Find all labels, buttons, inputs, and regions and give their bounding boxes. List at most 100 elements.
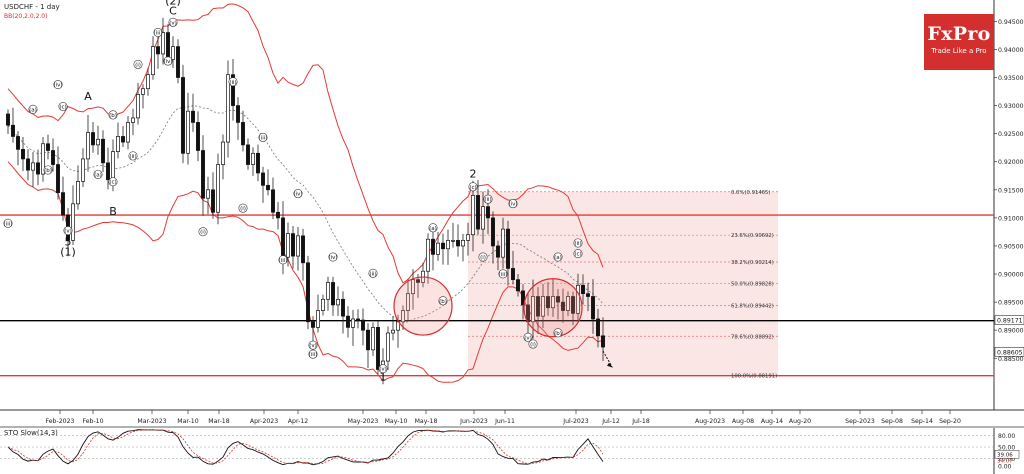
candle-body xyxy=(406,293,410,311)
candle-body xyxy=(56,164,60,193)
time-tick-label: Jul-2023 xyxy=(562,418,589,425)
price-tick-label: 0.89000 xyxy=(998,328,1024,335)
wave-label: (a) xyxy=(29,107,37,113)
fib-level-label: 23.6%(0.90692) xyxy=(731,233,774,239)
wave-label-major: B xyxy=(109,205,117,218)
symbol-title: USDCHF - 1 day xyxy=(4,3,60,11)
wave-label-major: 5 xyxy=(65,235,72,248)
time-tick-label: Mar-18 xyxy=(208,418,229,425)
wave-label: (b) xyxy=(109,113,117,119)
time-tick-label: May-2023 xyxy=(348,418,379,425)
oscillator-title: STO Slow(14,3) xyxy=(4,429,58,437)
time-tick-label: Aug-08 xyxy=(732,418,754,425)
candle-body xyxy=(556,296,560,303)
wave-label: (c) xyxy=(574,252,581,258)
time-tick-label: Aug-14 xyxy=(761,418,783,425)
wave-label-circle xyxy=(428,223,438,233)
candle-body xyxy=(241,122,245,146)
wave-label-circle xyxy=(258,132,268,142)
candle-body xyxy=(156,46,160,55)
candle-body xyxy=(531,296,535,323)
wave-label-circle xyxy=(238,203,248,213)
candle-body xyxy=(111,151,115,181)
time-tick-label: May-18 xyxy=(415,418,438,425)
wave-label-circle xyxy=(168,17,178,27)
time-axis: Feb-2023 Feb-10 Mar-2023 Mar-10 Mar-18 Apr-20… xyxy=(46,410,961,425)
wave-label: (iii) xyxy=(279,258,288,264)
bb-lower-line xyxy=(7,161,604,383)
candle-body xyxy=(16,136,20,150)
wave-label-circle xyxy=(3,218,13,228)
candle-body xyxy=(521,290,525,306)
wave-label: (i) xyxy=(135,62,141,68)
candle-body xyxy=(496,245,500,258)
wave-labels: (2)C (v) (iii) (iv) (i) (ii) A (a) (c) (iv) (b) (b)… xyxy=(3,0,583,384)
wave-label-circle xyxy=(228,77,238,87)
wave-label-circle xyxy=(308,340,318,350)
bb-upper-line xyxy=(7,3,604,284)
candle-body xyxy=(6,113,10,126)
price-tag-box xyxy=(994,315,1024,325)
wave-label-circle xyxy=(53,80,63,90)
osc-value-box xyxy=(994,450,1020,459)
candle-body xyxy=(51,150,55,165)
candle-body xyxy=(161,32,165,55)
candle-body xyxy=(501,228,505,258)
wave-label: (ii) xyxy=(129,154,136,160)
candle-body xyxy=(146,74,150,90)
time-tick-label: Jun-11 xyxy=(494,418,515,425)
candle-body xyxy=(291,233,295,257)
candle-body xyxy=(46,143,50,151)
price-tick-label: 0.92000 xyxy=(998,159,1024,166)
osc-level-label: 80.00 xyxy=(998,433,1015,440)
wave-label: (iii) xyxy=(499,272,508,278)
wave-label: (v) xyxy=(169,20,177,26)
wave-label-circle xyxy=(368,268,378,278)
candle-body xyxy=(476,195,480,230)
candle-body xyxy=(481,206,485,230)
candle-body xyxy=(301,235,305,264)
candle-body xyxy=(331,282,335,306)
wave-label-circle xyxy=(573,249,583,259)
wave-label: (b) xyxy=(554,331,562,337)
candle-body xyxy=(416,279,420,283)
candle-body xyxy=(581,284,585,295)
wave-label: (v) xyxy=(309,343,317,349)
wave-label: (ii) xyxy=(229,80,236,86)
highlight-circle xyxy=(393,276,453,336)
projection-arrow-line xyxy=(602,350,613,367)
price-tag-box xyxy=(994,347,1024,357)
fib-level-label: 50.0%(0.89828) xyxy=(731,282,774,288)
price-tick-label: 0.93000 xyxy=(998,103,1024,110)
candle-body xyxy=(246,144,250,165)
candle-body xyxy=(466,234,470,241)
candle-body xyxy=(186,110,190,154)
wave-label: (i) xyxy=(480,255,486,261)
wave-label: (b) xyxy=(44,168,52,174)
fib-level-label: 38.2%(0.90214) xyxy=(731,260,774,266)
wave-label: (ii) xyxy=(484,197,491,203)
wave-label: (c) xyxy=(59,105,66,111)
time-tick-label: Aug-20 xyxy=(789,418,811,425)
wave-label-major: C xyxy=(169,5,177,18)
wave-label-circle xyxy=(93,169,103,179)
candle-body xyxy=(461,239,465,247)
candle-body xyxy=(261,172,265,186)
horizontal-levels xyxy=(0,214,994,377)
price-tick-label: 0.93500 xyxy=(998,75,1024,82)
candle-body xyxy=(366,329,370,351)
candle-body xyxy=(446,239,450,250)
candle-body xyxy=(361,319,365,331)
candle-body xyxy=(336,298,340,306)
wave-label-circle xyxy=(163,56,173,66)
candle-body xyxy=(101,138,105,164)
wave-label-circle xyxy=(478,252,488,262)
wave-label: (c) xyxy=(109,180,116,186)
time-tick-label: Apr-2023 xyxy=(250,418,278,425)
wave-label-circle xyxy=(153,27,163,37)
candle-body xyxy=(181,77,185,154)
candle-body xyxy=(321,298,325,311)
candle-body xyxy=(491,217,495,247)
fib-level-label: 100.0%(0.88191) xyxy=(731,374,777,380)
